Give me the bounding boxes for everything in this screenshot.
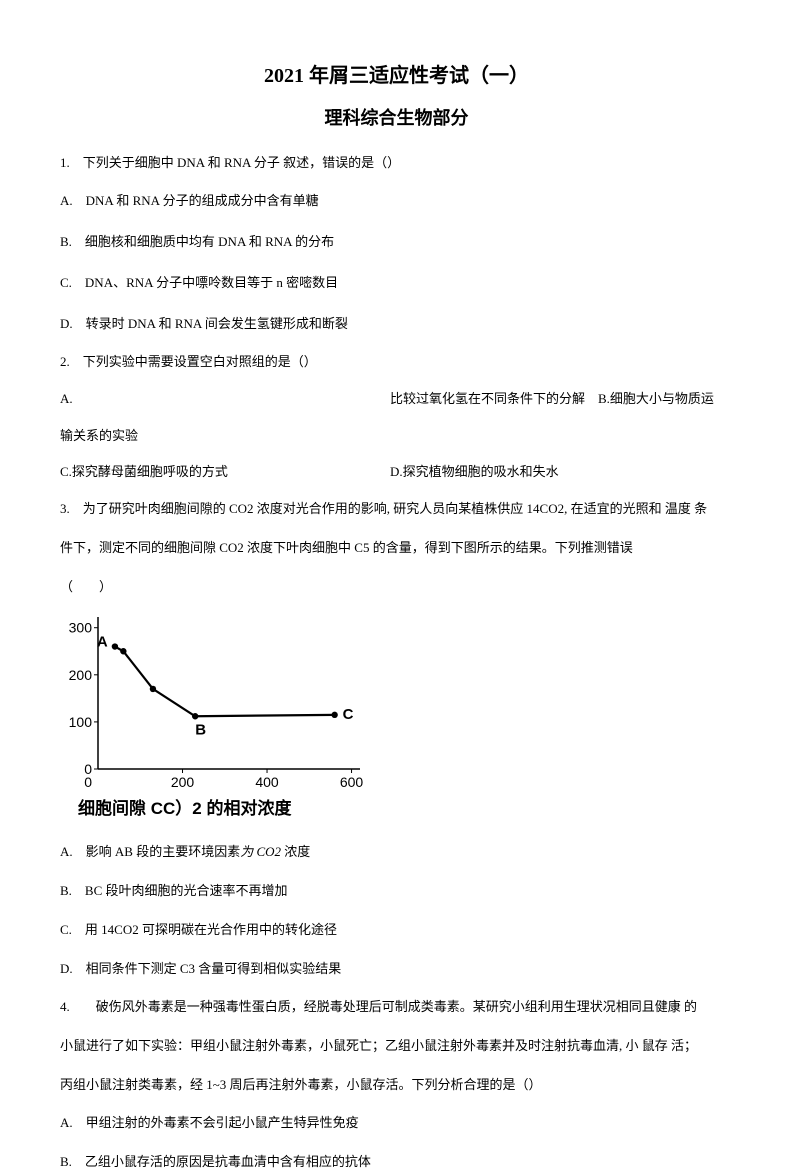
q3-stem-2: 件下，测定不同的细胞间隙 CO2 浓度下叶肉细胞中 C5 的含量，得到下图所示的… (60, 536, 733, 561)
q4-stem-2: 小鼠进行了如下实验：甲组小鼠注射外毒素，小鼠死亡；乙组小鼠注射外毒素并及时注射抗… (60, 1034, 733, 1059)
q2-stem: 2. 下列实验中需要设置空白对照组的是（） (60, 350, 733, 375)
q2-opt-a-left: A. (60, 389, 390, 410)
q1-opt-b: B. 细胞核和细胞质中均有 DNA 和 RNA 的分布 (60, 230, 733, 255)
q2-row-cd: C.探究酵母菌细胞呼吸的方式 D.探究植物细胞的吸水和失水 (60, 462, 733, 483)
q1-opt-d: D. 转录时 DNA 和 RNA 间会发生氢键形成和断裂 (60, 312, 733, 337)
page-subtitle: 理科综合生物部分 (60, 104, 733, 133)
chart-caption: 细胞间隙 CC）2 的相对浓度 (78, 795, 733, 822)
q4-opt-b: B. 乙组小鼠存活的原因是抗毒血清中含有相应的抗体 (60, 1150, 733, 1175)
q3-stem-3: （ ） (60, 575, 733, 600)
svg-text:600: 600 (340, 774, 364, 790)
q3-opt-b: B. BC 段叶肉细胞的光合速率不再增加 (60, 879, 733, 904)
svg-text:200: 200 (69, 667, 93, 683)
q2-opt-a-cont: 输关系的实验 (60, 424, 733, 449)
chart-svg: 01002003002004006000ABC (60, 613, 370, 793)
q2-row-ab: A. 比较过氧化氢在不同条件下的分解 B.细胞大小与物质运 (60, 389, 733, 410)
q4-stem-3: 丙组小鼠注射类毒素，经 1~3 周后再注射外毒素，小鼠存活。下列分析合理的是（） (60, 1073, 733, 1098)
svg-text:0: 0 (84, 774, 92, 790)
svg-text:C: C (343, 706, 354, 723)
svg-text:400: 400 (255, 774, 279, 790)
page-title: 2021 年屑三适应性考试（一） (60, 60, 733, 92)
q2-opt-a-right: 比较过氧化氢在不同条件下的分解 B.细胞大小与物质运 (390, 389, 714, 410)
q4-stem-1: 4. 破伤风外毒素是一种强毒性蛋白质，经脱毒处理后可制成类毒素。某研究小组利用生… (60, 995, 733, 1020)
q3-opt-a-italic: 为 CO2 (240, 844, 281, 859)
q4-opt-a: A. 甲组注射的外毒素不会引起小鼠产生特异性免疫 (60, 1111, 733, 1136)
q2-opt-c: C.探究酵母菌细胞呼吸的方式 (60, 462, 390, 483)
svg-text:B: B (195, 722, 206, 739)
q3-opt-a: A. 影响 AB 段的主要环境因素为 CO2 浓度 (60, 840, 733, 865)
q3-opt-a-pre: A. 影响 AB 段的主要环境因素 (60, 844, 240, 859)
q1-stem: 1. 下列关于细胞中 DNA 和 RNA 分子 叙述，错误的是（） (60, 151, 733, 176)
q3-opt-c: C. 用 14CO2 可探明碳在光合作用中的转化途径 (60, 918, 733, 943)
svg-text:100: 100 (69, 714, 93, 730)
q3-opt-a-post: 浓度 (281, 844, 310, 859)
q1-opt-a: A. DNA 和 RNA 分子的组成成分中含有单糖 (60, 189, 733, 214)
q3-chart: 01002003002004006000ABC 细胞间隙 CC）2 的相对浓度 (60, 613, 733, 822)
q2-opt-d: D.探究植物细胞的吸水和失水 (390, 462, 559, 483)
q3-opt-d: D. 相同条件下测定 C3 含量可得到相似实验结果 (60, 957, 733, 982)
q1-opt-c: C. DNA、RNA 分子中嘌呤数目等于 n 密嘧数目 (60, 271, 733, 296)
q3-stem-1: 3. 为了研究叶肉细胞间隙的 CO2 浓度对光合作用的影响, 研究人员向某植株供… (60, 497, 733, 522)
svg-text:A: A (97, 634, 108, 651)
svg-text:300: 300 (69, 620, 93, 636)
svg-text:200: 200 (171, 774, 195, 790)
